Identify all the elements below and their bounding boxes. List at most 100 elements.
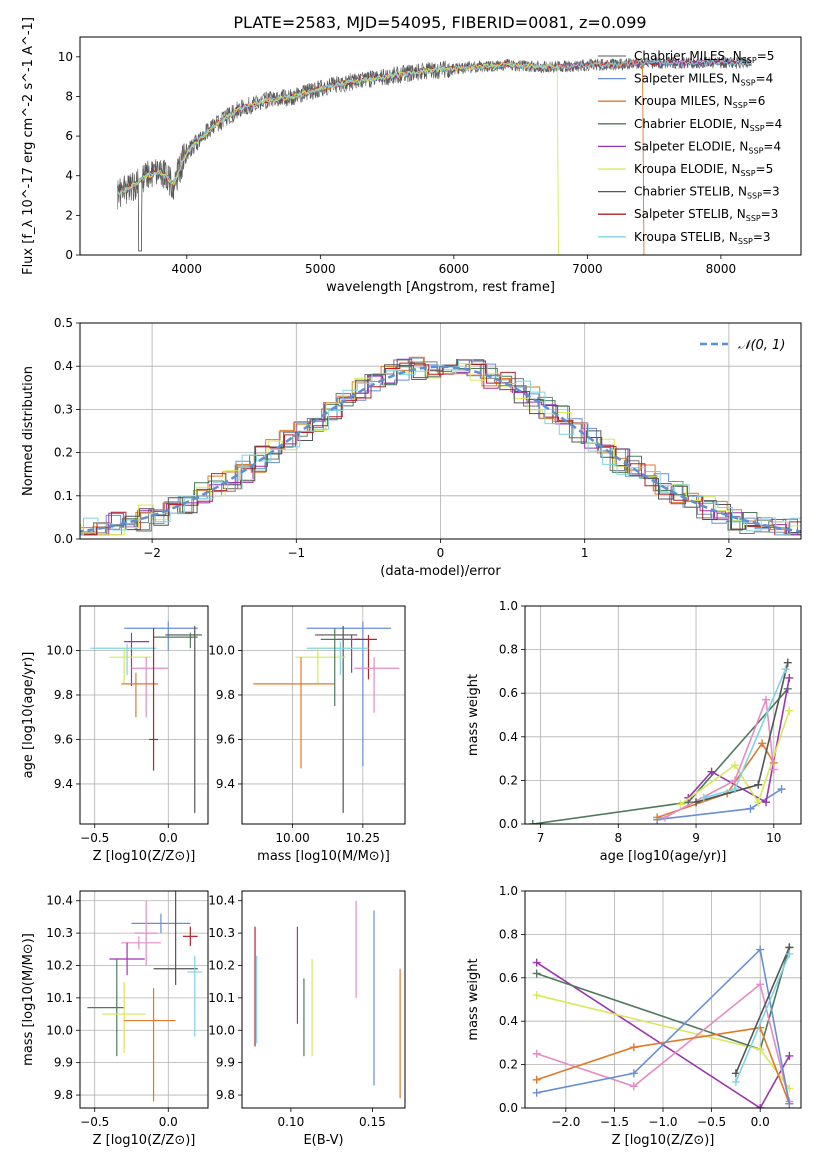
weight-marker xyxy=(660,813,669,822)
weight-marker xyxy=(629,1082,638,1091)
y-tick-label: 1.0 xyxy=(499,884,518,898)
age-vs-mass-panel: 10.00 10.25 9.4 9.6 9.8 10.0 mass [log10(M/M⊙)… xyxy=(208,605,406,864)
data-point xyxy=(124,988,176,1102)
legend-nssp-value: =4 xyxy=(756,72,774,86)
y-tick-label: 4 xyxy=(65,169,73,183)
weight-marker xyxy=(532,1049,541,1058)
legend-subscript: SSP xyxy=(746,214,761,223)
weight-series-5 xyxy=(532,945,794,1108)
weight-marker xyxy=(783,658,792,667)
x-axis-label: E(B-V) xyxy=(303,1133,343,1148)
weight-marker xyxy=(754,780,763,789)
data-point xyxy=(182,926,198,947)
y-tick-label: 10.2 xyxy=(208,958,235,972)
legend-label: Salpeter MILES, NSSP=4 xyxy=(634,72,773,88)
plot-area xyxy=(525,605,801,825)
error-bars xyxy=(87,891,203,1102)
legend-series-name: Chabrier STELIB, N xyxy=(634,185,747,199)
data-point xyxy=(315,626,358,813)
legend-subscript: SSP xyxy=(747,192,762,201)
legend-nssp-value: =4 xyxy=(765,117,783,131)
axes-frame xyxy=(79,890,209,1109)
weight-line xyxy=(656,741,775,819)
legend-series-name: Kroupa STELIB, N xyxy=(634,230,738,244)
y-tick-label: 10.4 xyxy=(46,894,73,908)
x-tick-label: −1 xyxy=(287,546,305,560)
y-tick-label: 9.9 xyxy=(216,1056,235,1070)
spectrum-line-chabrier-miles xyxy=(117,56,752,252)
data-point xyxy=(124,621,198,651)
residual-histogram-panel: −2 −1 0 1 2 0.0 0.1 0.2 0.3 0.4 0.5 (data-model)/er… xyxy=(21,316,802,579)
legend-subscript: SSP xyxy=(742,56,757,65)
y-tick-label: 9.8 xyxy=(54,1088,73,1102)
axes-frame xyxy=(524,605,802,825)
x-tick-label: 0.0 xyxy=(159,831,178,845)
y-tick-label: 0.3 xyxy=(54,402,73,416)
y-tick-label: 9.8 xyxy=(54,688,73,702)
weight-marker xyxy=(653,813,662,822)
weight-marker xyxy=(769,765,778,774)
x-tick-label: −1.5 xyxy=(600,1115,629,1129)
weight-marker xyxy=(629,1043,638,1052)
y-tick-label: 0.4 xyxy=(499,730,518,744)
legend-subscript: SSP xyxy=(741,169,756,178)
weight-marker xyxy=(731,1077,740,1086)
data-point xyxy=(109,942,145,976)
x-tick-label: 9 xyxy=(692,831,700,845)
mass-weight-vs-metallicity-panel: −2.0 −1.5 −1.0 −0.5 0.0 0.0 0.2 0.4 0.6 0.8 1.0 Z [… xyxy=(466,884,802,1148)
legend-series-name: Salpeter MILES, N xyxy=(634,72,741,86)
x-tick-label: 10.25 xyxy=(346,831,380,845)
plot-area xyxy=(80,606,208,824)
data-point xyxy=(102,981,147,1053)
weight-marker xyxy=(528,820,537,824)
legend-label: Chabrier MILES, NSSP=5 xyxy=(634,49,774,65)
y-tick-label: 1.0 xyxy=(499,599,518,613)
y-tick-label: 9.6 xyxy=(54,732,73,746)
weight-marker xyxy=(756,945,765,954)
x-tick-label: 0 xyxy=(437,546,445,560)
legend-label: Kroupa STELIB, NSSP=3 xyxy=(634,230,771,246)
error-bars xyxy=(253,621,400,813)
y-tick-label: 8 xyxy=(65,89,73,103)
spectra xyxy=(116,55,752,255)
weight-series-6 xyxy=(692,658,792,807)
weight-marker xyxy=(785,706,794,715)
weight-marker xyxy=(532,991,541,1000)
y-axis-label: mass weight xyxy=(466,958,481,1040)
spectrum-line-chabrier-stelib xyxy=(117,55,752,252)
data-point xyxy=(131,913,191,934)
x-tick-label: 10 xyxy=(766,831,781,845)
y-tick-label: 10.0 xyxy=(208,643,235,657)
legend-series-name: Kroupa ELODIE, N xyxy=(634,162,741,176)
legend-nssp-value: =4 xyxy=(763,139,781,153)
x-tick-label: 0.15 xyxy=(359,1115,386,1129)
x-tick-label: 6000 xyxy=(439,262,470,276)
weight-marker xyxy=(758,739,767,748)
x-tick-label: 8 xyxy=(614,831,622,845)
y-tick-label: 10.0 xyxy=(208,1023,235,1037)
weight-marker xyxy=(756,1104,765,1108)
spectrum-line-kroupa-miles xyxy=(116,59,645,255)
data-point xyxy=(187,955,203,1037)
y-tick-label: 9.8 xyxy=(216,688,235,702)
axes-frame xyxy=(524,890,802,1109)
data-point xyxy=(109,648,151,684)
weight-marker xyxy=(785,673,794,682)
x-axis-label: mass [log10(M/M⊙)] xyxy=(257,849,390,864)
histogram-legend: 𝒩(0, 1) xyxy=(700,338,785,353)
mass-weight-vs-age-panel: 7 8 9 10 0.0 0.2 0.4 0.6 0.8 1.0 age [log10(age/yr… xyxy=(466,599,802,864)
spectrum-line-kroupa-stelib xyxy=(117,59,752,198)
legend-series-name: Chabrier ELODIE, N xyxy=(634,117,750,131)
y-tick-label: 9.4 xyxy=(216,777,235,791)
legend-subscript: SSP xyxy=(738,237,753,246)
weight-marker xyxy=(756,980,765,989)
y-tick-label: 6 xyxy=(65,129,73,143)
y-tick-label: 0.0 xyxy=(499,1101,518,1115)
y-tick-label: 10.4 xyxy=(208,894,235,908)
data-point xyxy=(90,643,157,675)
weight-marker xyxy=(746,804,755,813)
x-tick-label: 2 xyxy=(725,546,733,560)
plot-area xyxy=(116,55,752,255)
legend-subscript: SSP xyxy=(750,124,765,133)
legend-subscript: SSP xyxy=(741,79,756,88)
